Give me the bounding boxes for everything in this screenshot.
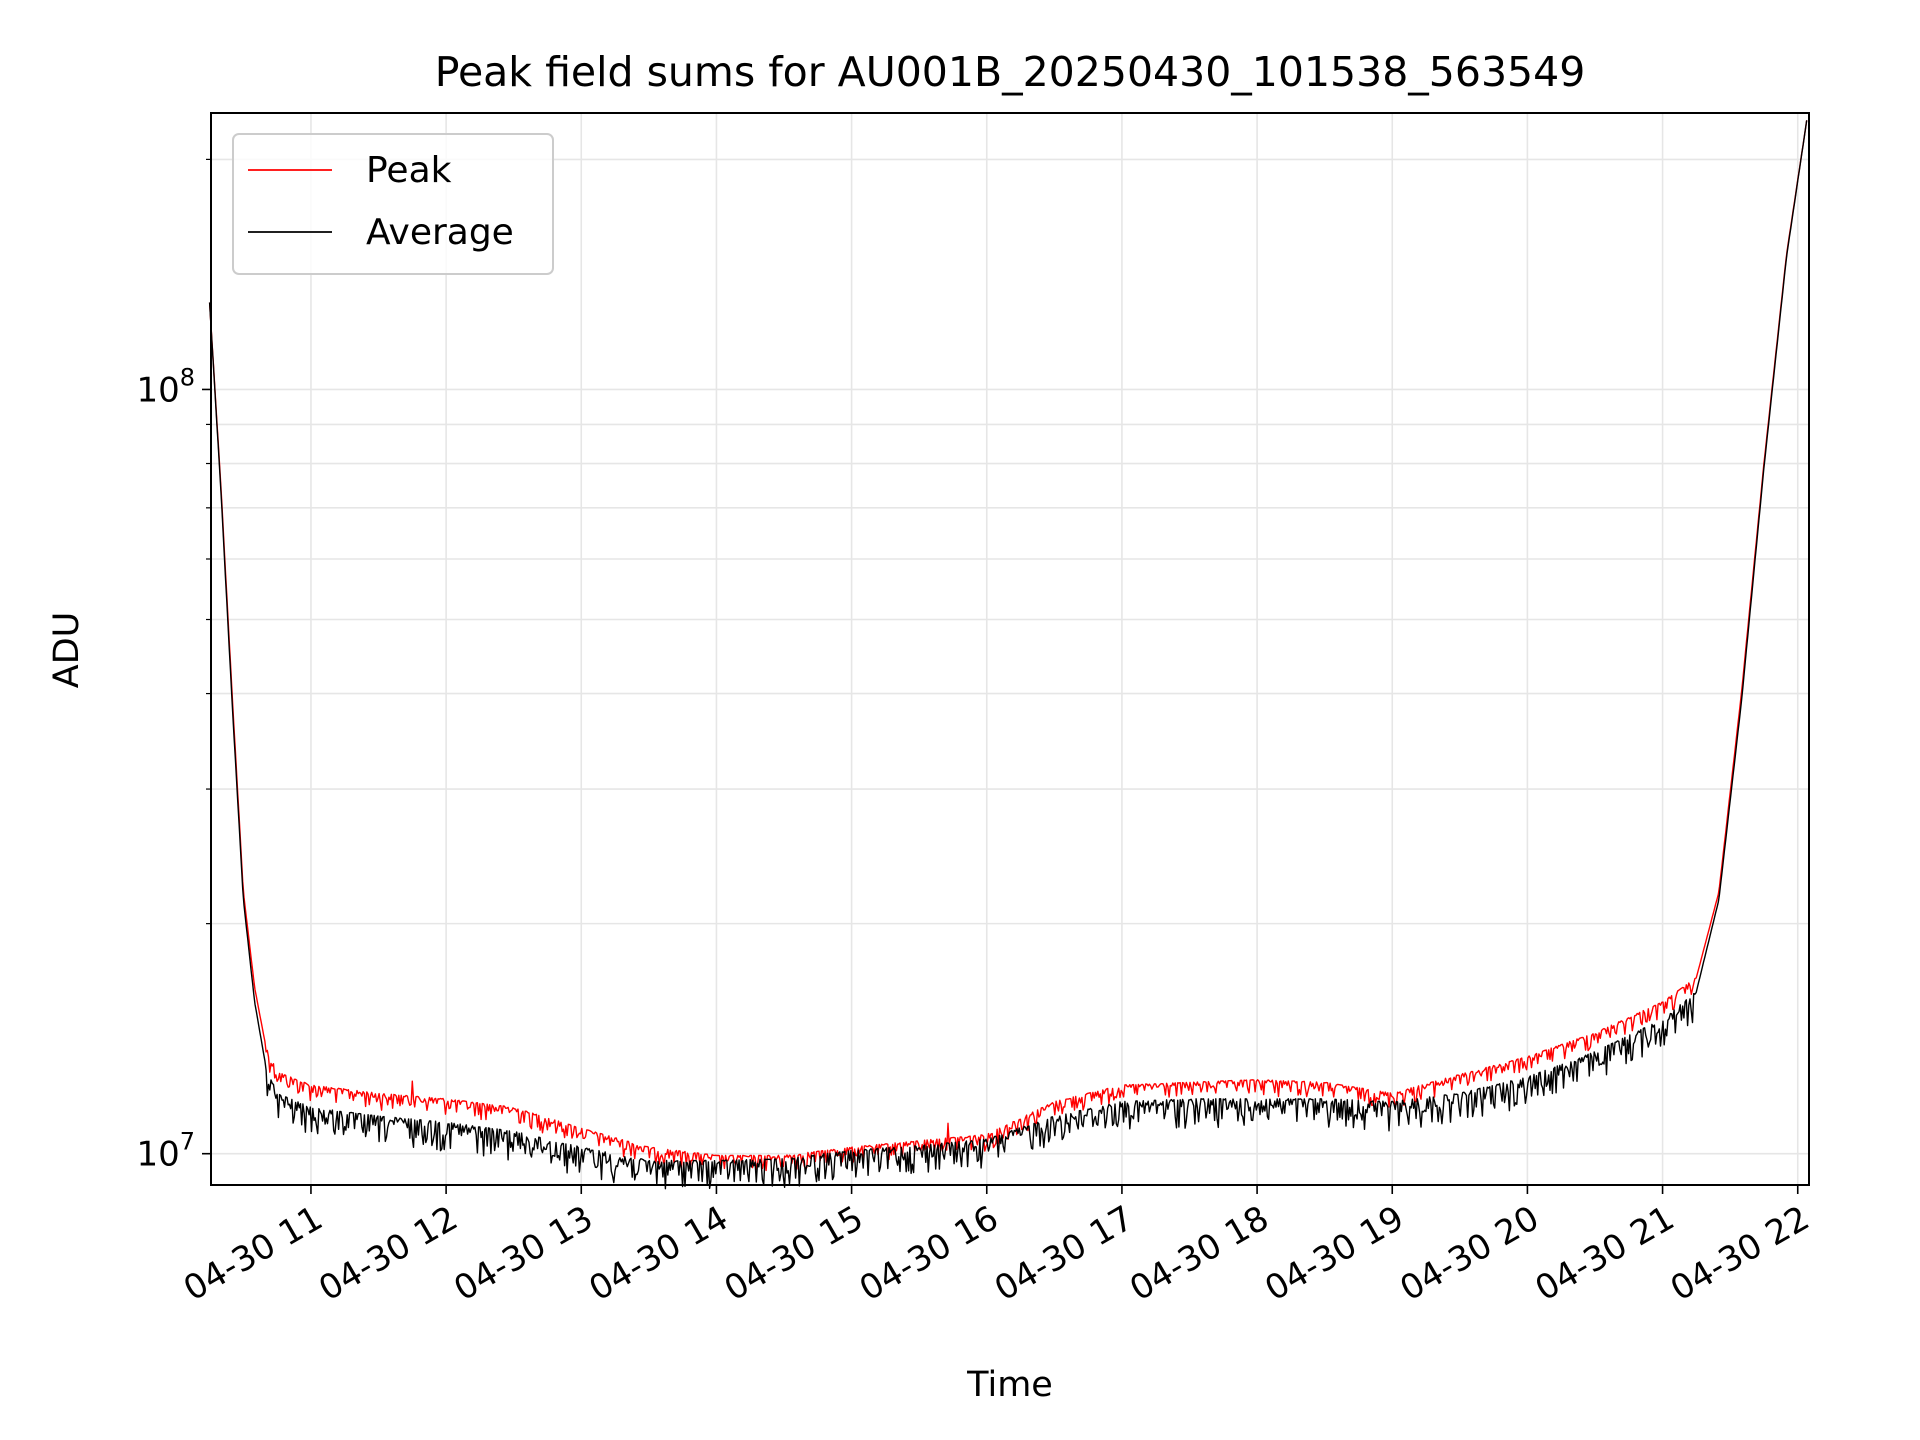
y-tick-label: 107 (136, 1128, 195, 1175)
series-line-average (208, 120, 1808, 1190)
chart-title: Peak field sums for AU001B_20250430_1015… (435, 48, 1586, 96)
series-line-peak (208, 120, 1808, 1172)
plot-frame (210, 112, 1810, 1186)
x-axis-label: Time (966, 1365, 1053, 1405)
legend-box (232, 133, 554, 275)
series-layer (208, 120, 1808, 1190)
legend-label-peak: Peak (366, 150, 452, 191)
y-tick-label: 108 (136, 363, 195, 410)
legend: Peak Average (232, 133, 554, 275)
y-axis-label: ADU (47, 612, 87, 689)
legend-label-average: Average (366, 212, 514, 253)
